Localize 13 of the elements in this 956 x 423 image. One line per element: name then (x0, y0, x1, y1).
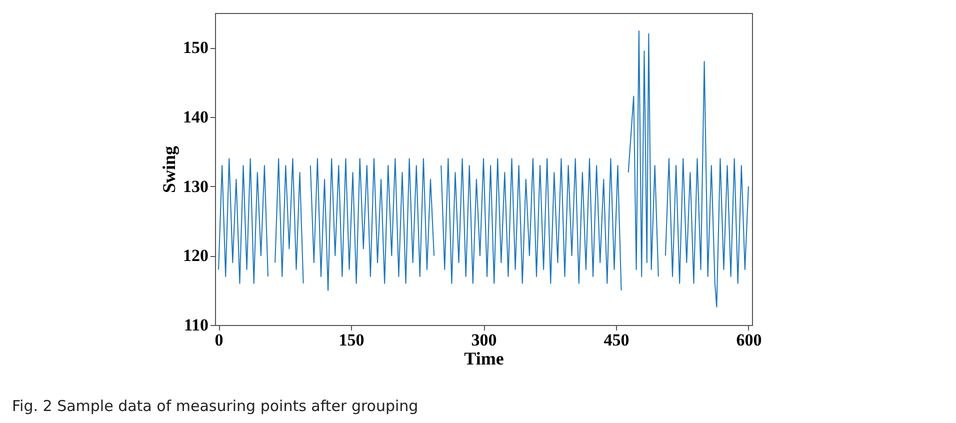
x-tick-label: 450 (604, 330, 630, 350)
x-tick-label: 0 (214, 330, 224, 350)
x-tick-label: 600 (736, 330, 762, 350)
y-tick-label: 120 (183, 246, 208, 266)
caption: Fig. 2 Sample data of measuring points after grouping (12, 397, 418, 415)
x-tick-label: 150 (338, 330, 364, 350)
y-tick-label: 140 (183, 108, 208, 126)
y-tick-label: 150 (183, 38, 208, 58)
y-axis-title: Swing (159, 146, 179, 194)
y-tick-label: 110 (184, 316, 208, 334)
x-axis-title: Time (464, 348, 504, 368)
y-tick-label: 130 (183, 176, 208, 196)
x-tick-label: 300 (471, 330, 497, 350)
